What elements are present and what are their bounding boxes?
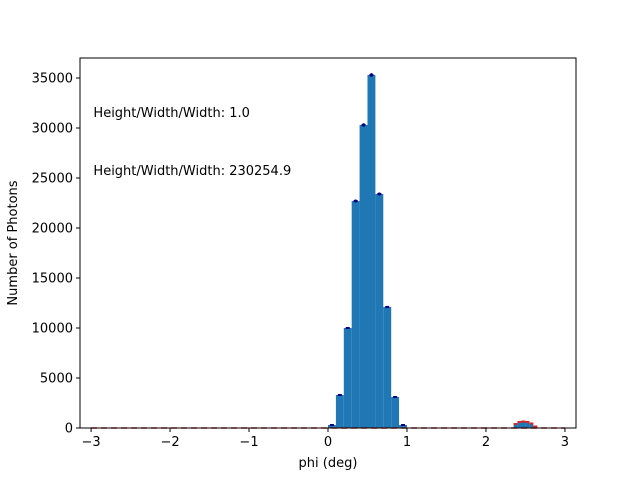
- histogram-bar: [521, 421, 526, 428]
- y-tick-label: 25000: [32, 172, 73, 187]
- histogram-bar: [359, 125, 368, 428]
- y-tick-label: 30000: [32, 122, 73, 137]
- annotation-height-width-2: Height/Width/Width: 230254.9: [93, 164, 291, 179]
- y-tick-label: 15000: [32, 272, 73, 287]
- x-tick-label: −3: [81, 435, 100, 450]
- x-axis-ticks: −3 −2 −1 0 1 2 3: [81, 428, 569, 450]
- y-tick-label: 20000: [32, 222, 73, 237]
- x-tick-label: −2: [160, 435, 179, 450]
- histogram-bar: [375, 194, 384, 428]
- annotation-height-width-1: Height/Width/Width: 1.0: [93, 106, 249, 121]
- y-axis-label: Number of Photons: [6, 180, 21, 305]
- histogram-bar: [335, 395, 344, 428]
- histogram-bar: [383, 307, 392, 428]
- histogram-bar: [399, 425, 407, 428]
- x-tick-label: 2: [482, 435, 490, 450]
- error-bars: [329, 73, 538, 428]
- y-axis-ticks: 0 5000 10000 15000 20000 25000 30000 35000: [32, 72, 80, 437]
- y-tick-label: 0: [65, 422, 73, 437]
- histogram-bar: [525, 422, 530, 428]
- histogram-bar: [517, 422, 522, 428]
- x-tick-label: 1: [403, 435, 411, 450]
- histogram-bar: [367, 75, 376, 428]
- histogram-bar: [343, 328, 352, 428]
- x-tick-label: 3: [561, 435, 569, 450]
- histogram-bar: [529, 423, 534, 428]
- histogram-bar: [513, 424, 518, 428]
- x-tick-label: 0: [324, 435, 332, 450]
- x-tick-label: −1: [239, 435, 258, 450]
- y-tick-label: 5000: [40, 372, 73, 387]
- y-tick-label: 35000: [32, 72, 73, 87]
- y-tick-label: 10000: [32, 322, 73, 337]
- histogram-bar: [391, 397, 400, 428]
- histogram-bar: [328, 425, 336, 428]
- histogram-bar: [351, 201, 360, 428]
- x-axis-label: phi (deg): [299, 456, 358, 471]
